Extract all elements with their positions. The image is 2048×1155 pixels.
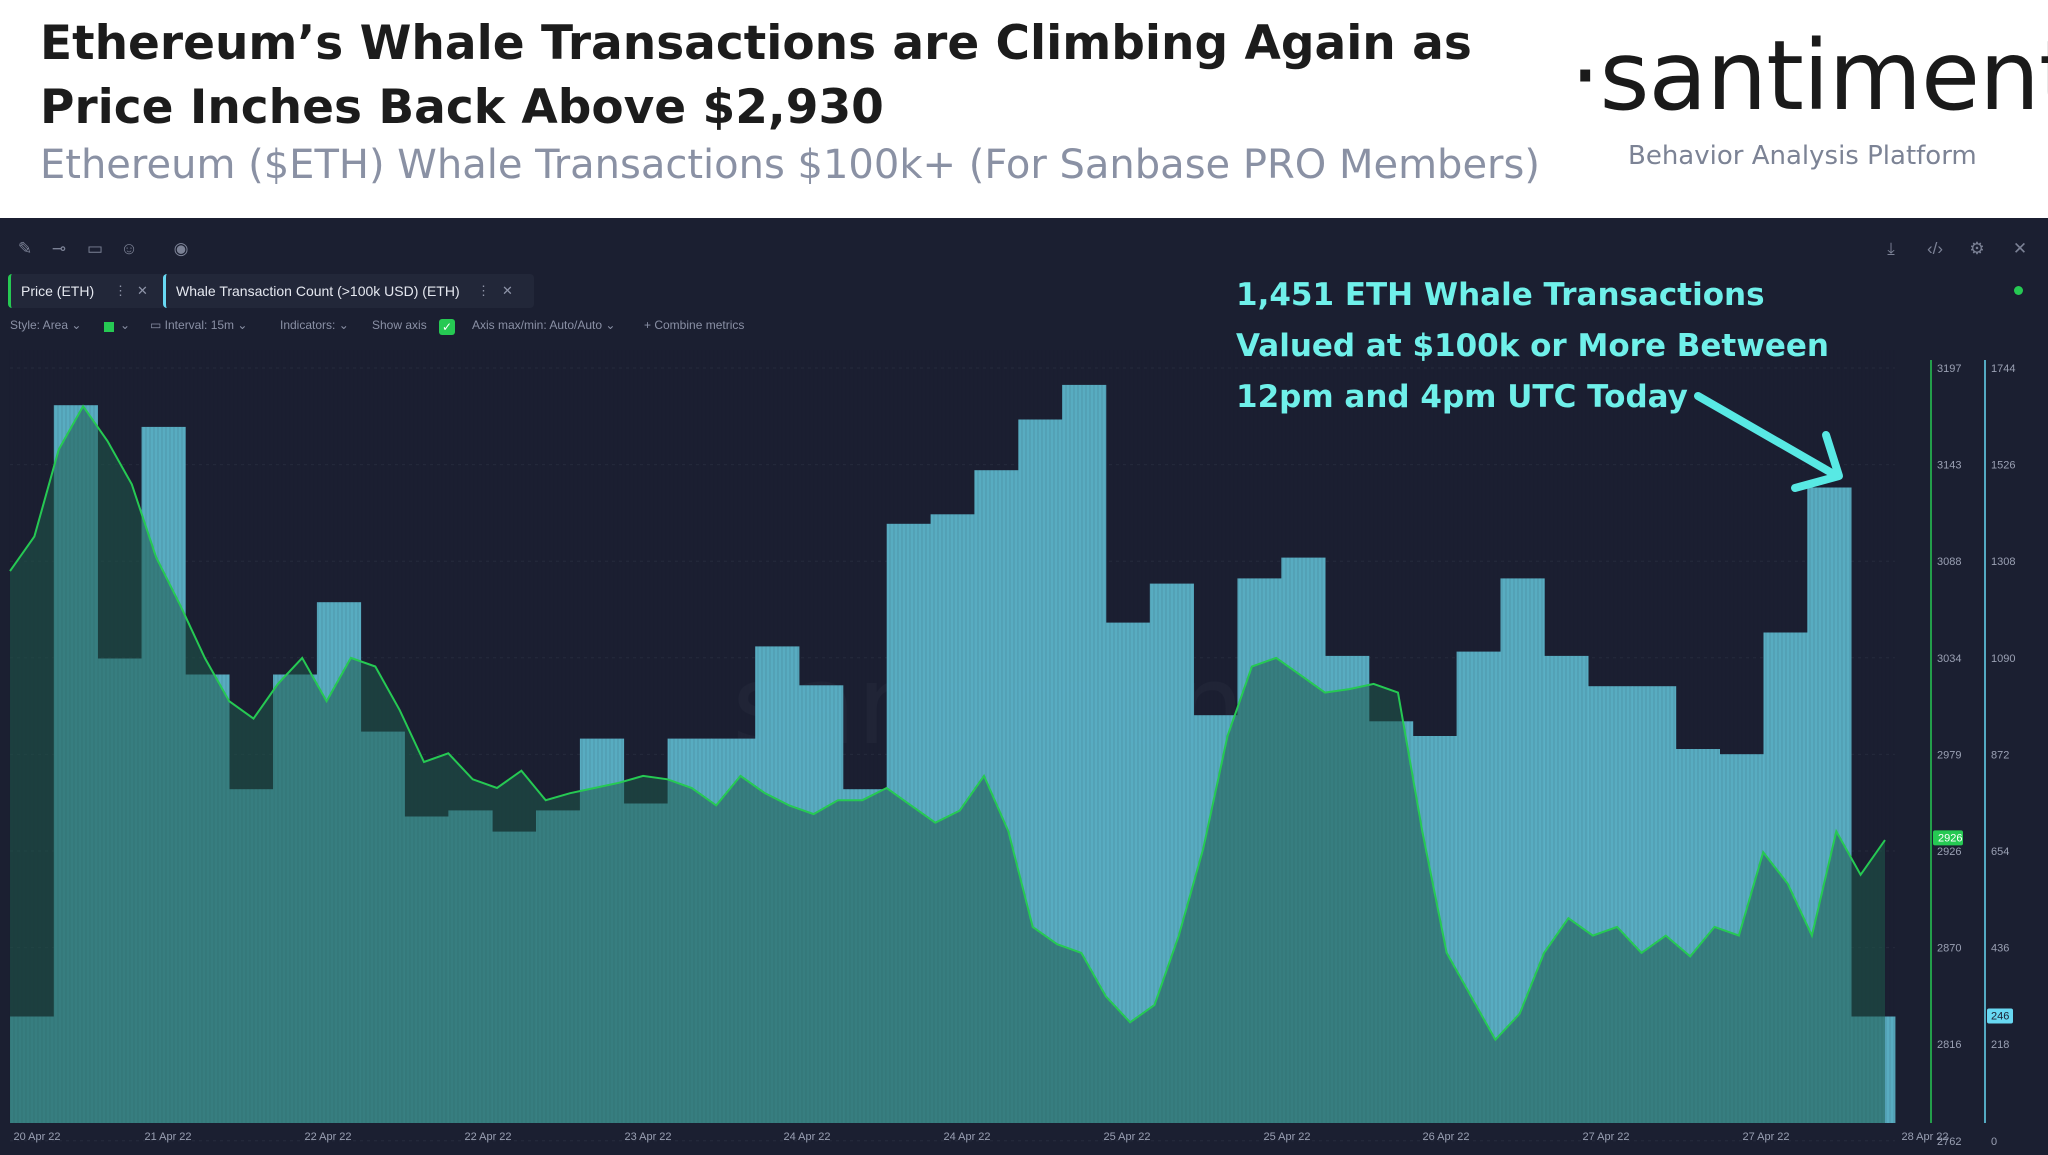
show-axis-label: Show axis [372, 318, 427, 332]
header: Ethereum’s Whale Transactions are Climbi… [0, 0, 2048, 218]
count-tick-label: 654 [1991, 846, 2009, 858]
price-tick-label: 3197 [1937, 363, 1961, 375]
x-tick-label: 25 Apr 22 [1103, 1131, 1150, 1143]
interval-select[interactable]: ▭ Interval: 15m ⌄ [150, 318, 248, 332]
x-tick-label: 22 Apr 22 [304, 1131, 351, 1143]
close-icon[interactable]: ✕ [2012, 239, 2028, 258]
price-tick-label: 3034 [1937, 653, 1961, 665]
price-current-badge [1933, 830, 1963, 846]
indicators-select[interactable]: Indicators: ⌄ [280, 318, 349, 332]
annotation: 1,451 ETH Whale Transactions Valued at $… [1236, 270, 1836, 423]
x-tick-label: 20 Apr 22 [13, 1131, 60, 1143]
annotation-arrow-icon [1694, 392, 1843, 492]
price-tick-label: 2979 [1937, 749, 1961, 761]
x-tick-label: 22 Apr 22 [464, 1131, 511, 1143]
x-tick-label: 24 Apr 22 [943, 1131, 990, 1143]
metric-tab-price[interactable]: Price (ETH) ⋮ ✕ [8, 274, 165, 308]
x-tick-label: 21 Apr 22 [144, 1131, 191, 1143]
line-icon[interactable]: ⊸ [51, 239, 67, 258]
price-tick-label: 3088 [1937, 556, 1961, 568]
download-icon[interactable]: ⤓ [1887, 239, 1895, 258]
count-tick-label: 872 [1991, 749, 2009, 761]
page-title: Ethereum’s Whale Transactions are Climbi… [40, 16, 1472, 135]
x-tick-label: 23 Apr 22 [624, 1131, 671, 1143]
axis-maxmin-select[interactable]: Axis max/min: Auto/Auto ⌄ [472, 318, 616, 332]
annotation-line: Valued at $100k or More Between [1236, 328, 1829, 364]
count-current-label: 246 [1991, 1011, 2009, 1023]
x-tick-label: 24 Apr 22 [783, 1131, 830, 1143]
x-tick-label: 27 Apr 22 [1582, 1131, 1629, 1143]
pencil-icon[interactable]: ✎ [17, 239, 33, 258]
metric-tab-whale[interactable]: Whale Transaction Count (>100k USD) (ETH… [163, 274, 534, 308]
price-tick-label: 2762 [1937, 1136, 1961, 1148]
annotation-line: 1,451 ETH Whale Transactions [1236, 277, 1765, 313]
count-tick-label: 436 [1991, 943, 2009, 955]
close-icon[interactable]: ✕ [502, 283, 513, 298]
count-current-badge [1987, 1008, 2013, 1024]
chart-panel: ✎ ⊸ ▭ ☺ ◉ ⤓ ‹/› ⚙ ✕ Price (ETH) ⋮ ✕ Whal… [0, 218, 2048, 1155]
more-icon[interactable]: ⋮ [477, 283, 490, 298]
gear-icon[interactable]: ⚙ [1969, 239, 1985, 258]
santiment-logo: ·santiment· [1570, 20, 2048, 132]
page-subtitle: Ethereum ($ETH) Whale Transactions $100k… [40, 142, 1540, 188]
color-swatch[interactable] [104, 322, 114, 332]
emoji-icon[interactable]: ☺ [120, 239, 138, 258]
eye-icon[interactable]: ◉ [173, 239, 189, 258]
chart-axes: 3197 3143 3088 3034 2979 2926 2870 2816 2762 1744… [13, 360, 2015, 1148]
more-icon[interactable]: ⋮ [114, 283, 127, 298]
metric-tab-price-label: Price (ETH) [21, 283, 95, 299]
price-line [9, 404, 1886, 1123]
price-current-label: 2926 [1938, 832, 1962, 844]
price-line-path [9, 404, 1886, 1042]
count-tick-label: 1744 [1991, 363, 2015, 375]
count-tick-label: 218 [1991, 1039, 2009, 1051]
x-tick-label: 27 Apr 22 [1742, 1131, 1789, 1143]
note-icon[interactable]: ▭ [86, 239, 104, 258]
price-tick-label: 3143 [1937, 460, 1961, 472]
chart-svg: santiment 319731433088303429792926287028… [9, 350, 2015, 1148]
chevron-down-icon[interactable]: ⌄ [120, 318, 131, 332]
x-tick-label: 28 Apr 22 [1901, 1131, 1948, 1143]
santiment-tagline: Behavior Analysis Platform [1628, 141, 1977, 171]
metric-tab-whale-label: Whale Transaction Count (>100k USD) (ETH… [176, 283, 460, 299]
price-tick-label: 2926 [1937, 846, 1961, 858]
combine-metrics-button[interactable]: + Combine metrics [644, 318, 745, 332]
x-tick-label: 26 Apr 22 [1422, 1131, 1469, 1143]
price-area [10, 406, 1885, 1123]
count-tick-label: 1090 [1991, 653, 2015, 665]
show-axis-checkbox[interactable]: ✓ [439, 319, 455, 335]
annotation-line: 12pm and 4pm UTC Today [1236, 379, 1688, 415]
embed-icon[interactable]: ‹/› [1926, 239, 1944, 258]
style-select[interactable]: Style: Area ⌄ [10, 318, 82, 332]
close-icon[interactable]: ✕ [137, 283, 148, 298]
count-tick-label: 1308 [1991, 556, 2015, 568]
x-tick-label: 25 Apr 22 [1263, 1131, 1310, 1143]
count-tick-label: 1526 [1991, 460, 2015, 472]
live-status-dot [2014, 286, 2023, 295]
count-tick-label: 0 [1991, 1136, 1997, 1148]
price-tick-label: 2870 [1937, 943, 1961, 955]
price-tick-label: 2816 [1937, 1039, 1961, 1051]
